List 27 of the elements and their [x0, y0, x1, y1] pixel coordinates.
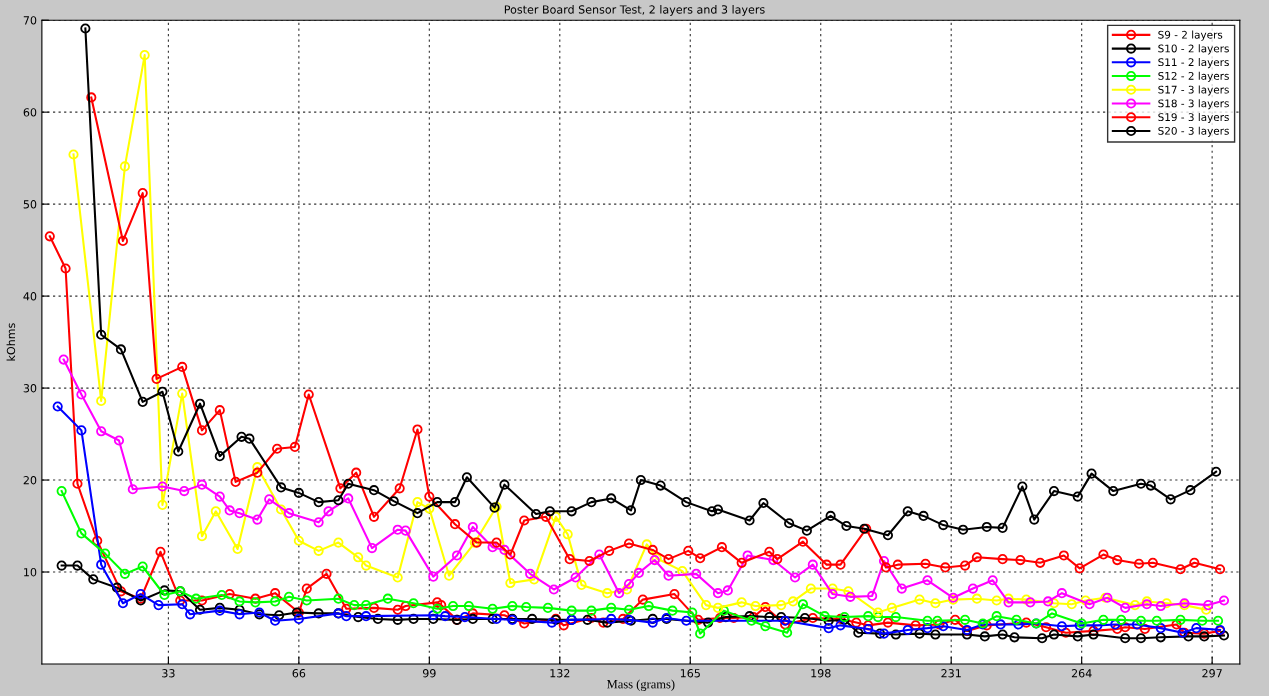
legend-label: S19 - 3 layers — [1158, 112, 1229, 124]
y-tick-label: 50 — [23, 200, 37, 209]
x-tick-label: 66 — [292, 669, 306, 678]
chart-title: Poster Board Sensor Test, 2 layers and 3 layers — [504, 5, 765, 16]
legend-label: S18 - 3 layers — [1158, 99, 1229, 110]
y-tick-label: 70 — [23, 16, 37, 25]
legend-label: S20 - 3 layers — [1158, 126, 1229, 137]
y-tick-label: 30 — [23, 384, 37, 393]
legend-label: S17 - 3 layers — [1158, 85, 1229, 96]
y-tick-label: 20 — [23, 476, 37, 485]
y-tick-label: 10 — [24, 567, 37, 577]
x-tick-label: 264 — [1071, 669, 1092, 678]
y-tick-label: 40 — [23, 292, 37, 301]
legend-label: S10 - 2 layers — [1158, 44, 1229, 55]
x-tick-label: 99 — [422, 669, 436, 678]
x-tick-label: 132 — [550, 669, 570, 678]
x-axis-title: Mass (grams) — [607, 679, 675, 691]
x-tick-label: 165 — [680, 669, 700, 678]
y-tick-label: 60 — [23, 108, 37, 117]
y-axis-title: kOhms — [6, 323, 16, 361]
x-tick-label: 297 — [1202, 669, 1222, 678]
legend-label: S11 - 2 layers — [1158, 58, 1229, 69]
x-tick-label: 231 — [941, 669, 961, 678]
x-tick-label: 33 — [162, 669, 175, 678]
legend-label: S12 - 2 layers — [1158, 71, 1229, 82]
legend-label: S9 - 2 layers — [1158, 30, 1223, 41]
x-tick-label: 198 — [811, 669, 831, 678]
